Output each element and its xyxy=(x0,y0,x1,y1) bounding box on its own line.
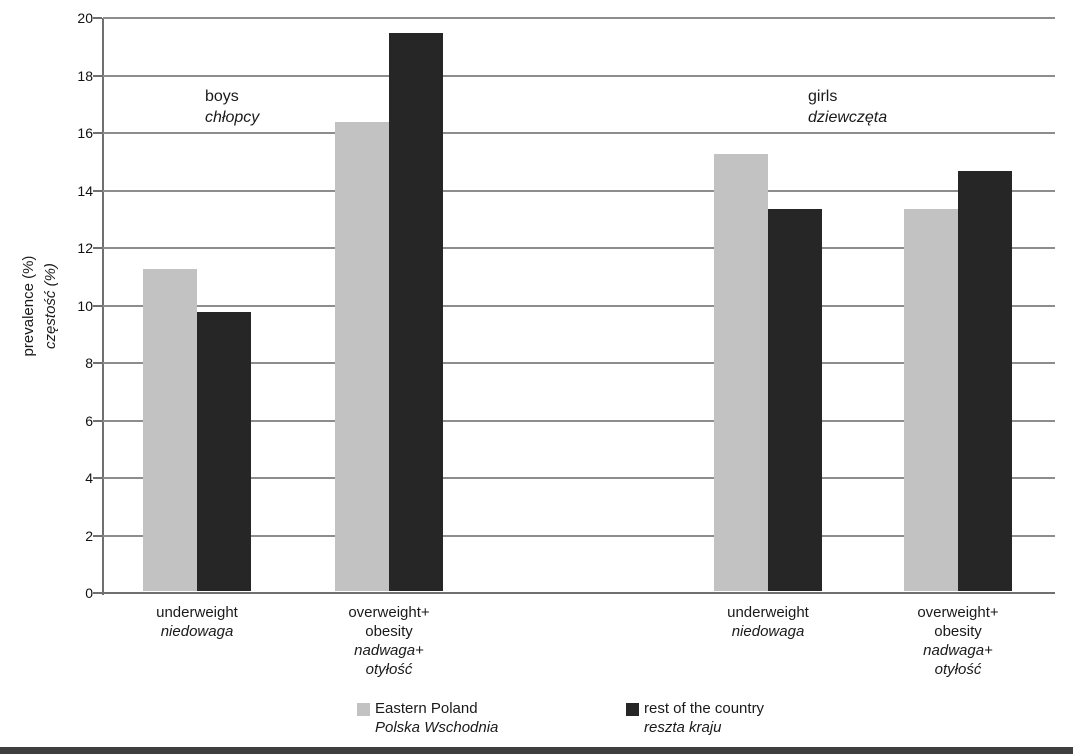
bar-eastern-poland-cat2 xyxy=(714,154,768,591)
y-tick-label-12: 12 xyxy=(77,240,93,256)
y-axis-line xyxy=(102,18,104,595)
category-label-en-line: underweight xyxy=(156,604,238,621)
category-label-pl-line: niedowaga xyxy=(731,623,805,640)
y-tick-label-8: 8 xyxy=(85,355,93,371)
y-axis-tick xyxy=(93,189,102,192)
y-axis-tick xyxy=(93,477,102,479)
y-axis-tick xyxy=(93,17,102,19)
category-label-pl-line: otyłość xyxy=(934,661,982,678)
bar-eastern-poland-cat0 xyxy=(143,269,197,591)
category-label-en-line: overweight+ xyxy=(917,604,999,621)
y-axis-title-en: prevalence (%) xyxy=(20,255,37,357)
bar-rest-of-the-country-cat0 xyxy=(197,312,251,591)
gridline-y-10 xyxy=(103,304,1055,307)
group-label-boys-pl: chłopcy xyxy=(205,109,260,126)
y-axis-tick xyxy=(93,304,102,307)
gridline-y-2 xyxy=(103,534,1055,537)
category-label-pl-line: nadwaga+ xyxy=(354,642,424,659)
category-label-1: overweight+ obesity nadwaga+ otyłość xyxy=(301,603,477,679)
legend-label-eastern-poland-pl: Polska Wschodnia xyxy=(375,719,499,736)
category-label-2: underweight niedowaga xyxy=(680,603,856,641)
category-label-0: underweight niedowaga xyxy=(109,603,285,641)
gridline-y-4 xyxy=(103,477,1055,479)
gridline-y-18 xyxy=(103,74,1055,77)
y-tick-label-14: 14 xyxy=(77,182,93,199)
category-label-pl-line: otyłość xyxy=(365,661,413,678)
category-label-pl-line: niedowaga xyxy=(160,623,234,640)
gridline-y-8 xyxy=(103,362,1055,364)
legend-item-rest-of-country: rest of the country reszta kraju xyxy=(626,699,764,737)
legend-label-rest-of-country: rest of the country xyxy=(644,700,765,717)
y-tick-label-6: 6 xyxy=(85,412,93,429)
legend-item-eastern-poland: Eastern Poland Polska Wschodnia xyxy=(357,699,498,737)
eastern-poland-swatch-icon xyxy=(357,703,370,716)
gridline-y-0 xyxy=(103,592,1055,594)
group-label-girls-en: girls xyxy=(808,88,838,105)
y-axis-tick xyxy=(93,74,102,77)
category-label-3: overweight+ obesity nadwaga+ otyłość xyxy=(870,603,1046,679)
category-label-en-line: obesity xyxy=(934,623,982,640)
bar-eastern-poland-cat3 xyxy=(904,208,958,591)
gridline-y-14 xyxy=(103,189,1055,192)
rest-of-country-swatch-icon xyxy=(626,703,639,716)
y-axis-tick xyxy=(93,534,102,537)
legend-label-rest-of-country-pl: reszta kraju xyxy=(644,719,722,736)
category-label-en-line: overweight+ xyxy=(348,604,430,621)
y-axis-tick xyxy=(93,247,102,249)
bar-rest-of-the-country-cat2 xyxy=(768,208,822,591)
y-axis-tick xyxy=(93,362,102,364)
y-tick-label-16: 16 xyxy=(77,125,93,141)
y-tick-label-2: 2 xyxy=(85,527,93,544)
category-label-en-line: underweight xyxy=(727,604,809,621)
legend-label-eastern-poland: Eastern Poland xyxy=(375,700,478,717)
group-label-girls-pl: dziewczęta xyxy=(808,109,888,126)
y-tick-label-20: 20 xyxy=(77,10,93,26)
y-tick-label-18: 18 xyxy=(77,67,93,84)
y-tick-label-0: 0 xyxy=(85,585,93,601)
group-label-boys-en: boys xyxy=(205,88,239,105)
page-bottom-border xyxy=(0,747,1073,754)
bar-eastern-poland-cat1 xyxy=(335,122,389,591)
y-tick-label-4: 4 xyxy=(85,470,93,486)
category-label-en-line: obesity xyxy=(365,623,413,640)
bar-rest-of-the-country-cat1 xyxy=(389,33,443,591)
y-tick-label-10: 10 xyxy=(77,297,93,314)
gridline-y-6 xyxy=(103,419,1055,422)
gridline-y-20 xyxy=(103,17,1055,19)
category-label-pl-line: nadwaga+ xyxy=(923,642,993,659)
bar-rest-of-the-country-cat3 xyxy=(958,171,1012,591)
y-axis-tick xyxy=(93,419,102,422)
plot-area: 0 2 4 6 8 10 12 14 16 18 20 xyxy=(77,10,1055,601)
group-label-boys: boys chłopcy xyxy=(205,86,259,128)
y-axis-tick xyxy=(93,132,102,134)
group-label-girls: girls dziewczęta xyxy=(808,86,887,128)
y-axis-tick xyxy=(93,592,102,594)
gridline-y-12 xyxy=(103,247,1055,249)
gridline-y-16 xyxy=(103,132,1055,134)
